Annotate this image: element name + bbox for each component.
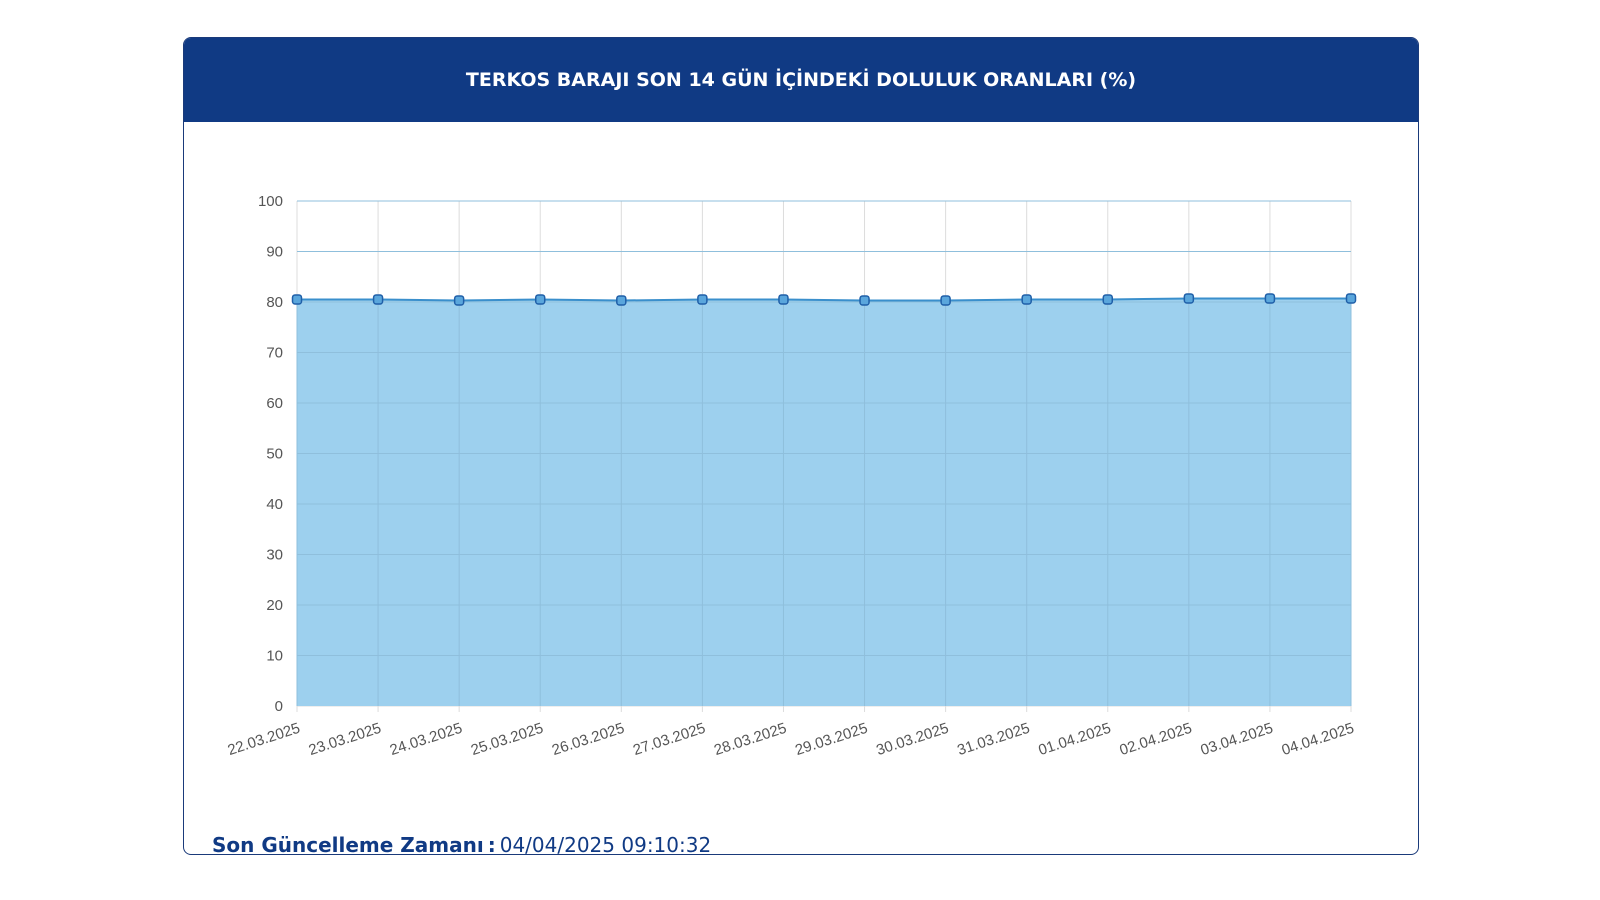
- x-tick-label: 22.03.2025: [226, 720, 303, 759]
- y-tick-label: 10: [266, 648, 283, 665]
- x-tick-label: 23.03.2025: [307, 720, 384, 759]
- x-tick-label: 02.04.2025: [1117, 720, 1194, 759]
- data-point: [859, 295, 870, 306]
- y-tick-label: 80: [266, 294, 283, 311]
- y-tick-label: 100: [258, 193, 283, 210]
- x-tick-label: 27.03.2025: [631, 720, 708, 759]
- data-point: [453, 295, 465, 306]
- y-tick-label: 20: [266, 597, 283, 614]
- data-point: [1264, 293, 1276, 304]
- x-tick-label: 04.04.2025: [1280, 720, 1357, 759]
- data-point: [1021, 294, 1032, 305]
- chart-area: 0 10 20 30 40 50 60 70 80 90 100 22.03.2025 23.03.20…: [184, 122, 1418, 762]
- x-tick-label: 26.03.2025: [550, 720, 627, 759]
- data-point: [1183, 293, 1195, 304]
- data-point: [372, 294, 384, 305]
- y-tick-label: 30: [266, 547, 283, 564]
- y-tick-label: 50: [266, 446, 283, 463]
- last-update-value: 04/04/2025 09:10:32: [499, 833, 712, 855]
- data-point: [778, 294, 789, 305]
- fill-level-chart: 0 10 20 30 40 50 60 70 80 90 100 22.03.2025 23.03.20…: [226, 193, 1357, 759]
- x-tick-label: 03.04.2025: [1199, 720, 1276, 759]
- x-tick-label: 01.04.2025: [1036, 720, 1113, 759]
- x-tick-label: 25.03.2025: [469, 720, 546, 759]
- data-point: [534, 294, 546, 305]
- y-tick-label: 60: [266, 395, 283, 412]
- y-tick-label: 90: [266, 244, 283, 261]
- y-tick-label: 70: [266, 345, 283, 362]
- y-tick-label: 0: [275, 698, 283, 715]
- chart-title: TERKOS BARAJI SON 14 GÜN İÇİNDEKİ DOLULU…: [465, 69, 1137, 91]
- data-point: [940, 295, 951, 306]
- last-update: Son Güncelleme Zamanı:04/04/2025 09:10:3…: [212, 833, 712, 855]
- data-point: [1345, 293, 1357, 304]
- data-point: [291, 294, 303, 305]
- area-fill: [297, 298, 1351, 706]
- x-tick-label: 31.03.2025: [955, 720, 1032, 759]
- last-update-separator: :: [487, 833, 496, 855]
- x-tick-label: 29.03.2025: [793, 720, 870, 759]
- y-tick-label: 40: [266, 496, 283, 513]
- card-header: TERKOS BARAJI SON 14 GÜN İÇİNDEKİ DOLULU…: [184, 38, 1418, 122]
- data-point: [697, 294, 708, 305]
- series-line: [297, 297, 1351, 302]
- data-point: [616, 295, 627, 306]
- x-tick-label: 28.03.2025: [712, 720, 789, 759]
- x-tick-label: 24.03.2025: [388, 720, 465, 759]
- chart-card: TERKOS BARAJI SON 14 GÜN İÇİNDEKİ DOLULU…: [183, 37, 1419, 855]
- x-tick-label: 30.03.2025: [874, 720, 951, 759]
- data-point: [1102, 294, 1114, 305]
- last-update-label: Son Güncelleme Zamanı: [212, 833, 484, 855]
